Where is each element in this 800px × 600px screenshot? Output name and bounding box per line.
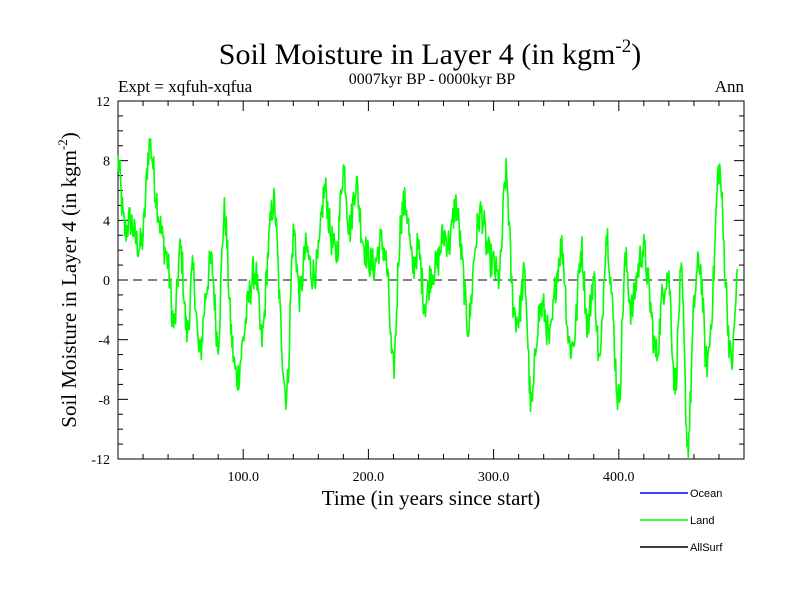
experiment-label: Expt = xqfuh-xqfua [118,77,253,96]
y-tick-label: -12 [91,453,110,468]
legend-label-land: Land [690,515,714,527]
axes: 100.0 200.0 300.0 400.0 -12 -8 -4 0 4 8 12 [91,95,744,485]
x-axis-label: Time (in years since start) [322,486,541,510]
x-tick-label: 400.0 [603,470,635,485]
season-label: Ann [715,77,745,96]
y-axis-label: Soil Moisture in Layer 4 (in kgm-2) [55,132,81,427]
legend: Ocean Land AllSurf [640,488,723,554]
x-tick-label: 100.0 [227,470,259,485]
legend-item-ocean: Ocean [640,488,722,500]
legend-item-land: Land [640,515,714,527]
chart-title: Soil Moisture in Layer 4 (in kgm-2) [219,36,641,71]
y-tick-label: 12 [96,95,110,110]
y-tick-label: -4 [98,334,110,349]
y-tick-label: 8 [103,155,110,170]
series-group [117,138,739,459]
y-tick-label: 0 [103,274,110,289]
period-label: 0007kyr BP - 0000kyr BP [349,71,516,88]
y-tick-label: -8 [98,393,110,408]
legend-item-allsurf: AllSurf [640,542,723,554]
legend-label-ocean: Ocean [690,488,722,500]
y-tick-label: 4 [103,214,110,229]
x-tick-label: 300.0 [478,470,510,485]
legend-label-allsurf: AllSurf [690,542,723,554]
x-tick-label: 200.0 [353,470,385,485]
series-line-land [117,138,739,459]
